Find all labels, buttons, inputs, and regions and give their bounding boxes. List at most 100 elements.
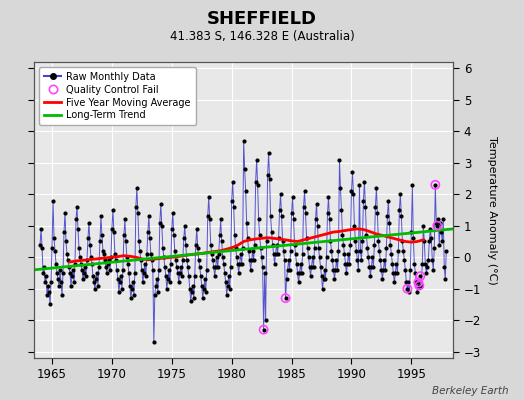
Text: 41.383 S, 146.328 E (Australia): 41.383 S, 146.328 E (Australia): [170, 30, 354, 43]
Point: [342, 270, 351, 276]
Point: [149, 267, 157, 273]
Point: [56, 267, 64, 273]
Point: [304, 254, 313, 260]
Point: [266, 213, 275, 220]
Point: [435, 242, 443, 248]
Point: [331, 267, 340, 273]
Point: [247, 257, 256, 264]
Point: [281, 295, 290, 301]
Point: [48, 244, 56, 251]
Point: [436, 219, 444, 226]
Point: [350, 191, 358, 198]
Point: [62, 238, 70, 245]
Point: [402, 279, 410, 286]
Point: [228, 178, 237, 185]
Point: [431, 182, 440, 188]
Point: [263, 238, 271, 245]
Point: [146, 235, 154, 242]
Point: [129, 279, 137, 286]
Point: [141, 273, 150, 279]
Point: [159, 244, 167, 251]
Point: [356, 248, 365, 254]
Point: [181, 222, 189, 229]
Point: [112, 257, 120, 264]
Point: [417, 282, 425, 289]
Point: [396, 191, 405, 198]
Point: [362, 232, 370, 238]
Point: [426, 226, 434, 232]
Point: [184, 273, 193, 279]
Point: [89, 273, 97, 279]
Point: [430, 244, 439, 251]
Point: [422, 270, 431, 276]
Point: [365, 264, 374, 270]
Point: [111, 251, 119, 257]
Point: [370, 242, 379, 248]
Point: [378, 276, 387, 282]
Point: [406, 267, 414, 273]
Point: [237, 260, 246, 267]
Point: [203, 267, 211, 273]
Point: [116, 279, 124, 286]
Point: [161, 264, 169, 270]
Point: [96, 238, 104, 245]
Point: [261, 317, 270, 324]
Point: [268, 242, 277, 248]
Point: [308, 264, 316, 270]
Point: [200, 286, 208, 292]
Point: [121, 216, 129, 223]
Point: [150, 292, 159, 298]
Point: [421, 260, 430, 267]
Point: [275, 235, 283, 242]
Point: [347, 188, 356, 194]
Point: [258, 264, 267, 270]
Point: [220, 260, 228, 267]
Point: [272, 242, 281, 248]
Point: [260, 270, 269, 276]
Point: [82, 273, 90, 279]
Point: [55, 282, 63, 289]
Point: [381, 267, 389, 273]
Point: [155, 267, 163, 273]
Point: [367, 264, 376, 270]
Point: [357, 257, 366, 264]
Point: [185, 286, 194, 292]
Point: [309, 264, 318, 270]
Point: [392, 260, 400, 267]
Point: [287, 248, 295, 254]
Point: [235, 260, 244, 267]
Point: [110, 229, 118, 235]
Point: [414, 279, 422, 286]
Point: [353, 257, 362, 264]
Point: [335, 156, 344, 163]
Point: [129, 292, 138, 298]
Point: [401, 267, 410, 273]
Point: [139, 279, 147, 286]
Point: [371, 204, 379, 210]
Point: [379, 267, 388, 273]
Point: [115, 289, 123, 295]
Point: [334, 248, 343, 254]
Point: [269, 251, 278, 257]
Point: [410, 260, 419, 267]
Point: [324, 194, 333, 201]
Point: [150, 339, 158, 346]
Point: [143, 251, 151, 257]
Point: [154, 289, 162, 295]
Point: [137, 257, 145, 264]
Point: [212, 264, 220, 270]
Point: [69, 267, 77, 273]
Point: [341, 260, 350, 267]
Point: [346, 242, 355, 248]
Point: [127, 295, 135, 301]
Point: [193, 244, 202, 251]
Point: [132, 204, 140, 210]
Point: [90, 279, 98, 286]
Point: [93, 270, 101, 276]
Point: [87, 254, 95, 260]
Point: [375, 248, 384, 254]
Point: [413, 289, 421, 295]
Point: [209, 257, 217, 264]
Point: [117, 273, 125, 279]
Point: [316, 264, 325, 270]
